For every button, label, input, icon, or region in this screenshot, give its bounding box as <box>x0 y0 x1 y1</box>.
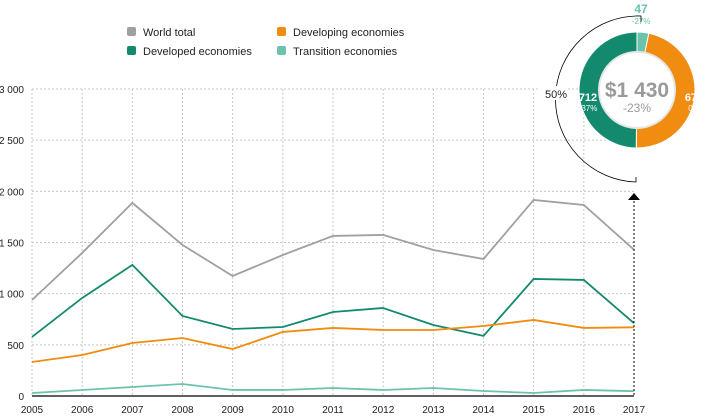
x-tick-label: 2015 <box>523 405 546 416</box>
y-tick-label: 2 000 <box>0 187 24 198</box>
arrow-head-icon <box>628 193 640 200</box>
series-line-transition-economies <box>31 383 635 394</box>
donut-total-change: -23% <box>623 101 651 115</box>
donut-label-value: 712 <box>579 92 597 104</box>
series-lines <box>31 198 635 394</box>
donut-label-value: 47 <box>634 2 648 16</box>
bracket-label: 50% <box>545 89 567 101</box>
donut-label-change: -37% <box>579 104 598 113</box>
y-tick-label: 2 500 <box>0 136 24 147</box>
legend-swatch <box>127 27 136 36</box>
legend: World total Developing economies Developed… <box>127 27 405 58</box>
series-line-developed-economies <box>31 263 635 338</box>
x-tick-label: 2014 <box>472 405 495 416</box>
x-axis: 2005 2006 2007 2008 2009 2010 2011 2012 2013 2014… <box>21 395 646 416</box>
legend-swatch <box>127 46 136 55</box>
x-tick-label: 2005 <box>21 405 44 416</box>
y-tick-label: 0 <box>18 392 24 403</box>
legend-label: Developing economies <box>293 27 405 39</box>
x-tick-label: 2008 <box>171 405 194 416</box>
y-tick-label: 1 000 <box>0 290 24 301</box>
legend-swatch <box>277 46 286 55</box>
legend-label: World total <box>143 27 195 39</box>
donut-total: $1 430 <box>605 79 669 102</box>
legend-label: Transition economies <box>293 46 398 58</box>
series-line-developing-economies <box>31 319 635 363</box>
grid <box>31 88 634 396</box>
x-tick-label: 2011 <box>322 405 344 416</box>
legend-swatch <box>277 27 286 36</box>
donut-label-change: 0% <box>688 104 700 113</box>
donut-center <box>598 51 676 129</box>
x-tick-label: 2017 <box>623 405 646 416</box>
x-tick-label: 2012 <box>372 405 395 416</box>
x-tick-label: 2006 <box>71 405 94 416</box>
bracket-label-bg <box>540 86 568 100</box>
legend-label: Developed economies <box>143 46 252 58</box>
y-axis: 0 500 1 000 1 500 2 000 2 500 3 000 <box>0 85 24 403</box>
x-tick-label: 2009 <box>222 405 245 416</box>
x-tick-label: 2007 <box>121 405 144 416</box>
y-tick-label: 1 500 <box>0 239 24 250</box>
x-tick-label: 2016 <box>573 405 596 416</box>
series-line-world-total <box>31 198 635 301</box>
y-tick-label: 500 <box>7 341 24 352</box>
y-tick-label: 3 000 <box>0 85 24 96</box>
x-tick-label: 2010 <box>272 405 295 416</box>
x-tick-label: 2013 <box>422 405 445 416</box>
donut-label-value: 671 <box>685 92 703 104</box>
